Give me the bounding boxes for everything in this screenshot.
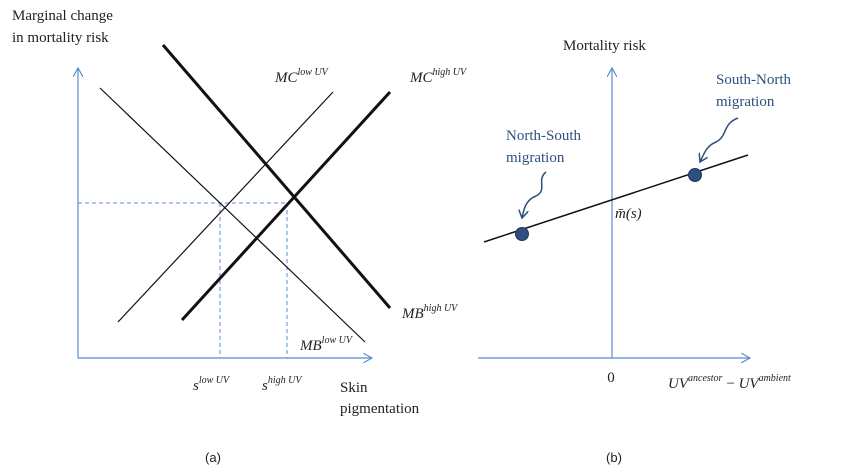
north-south-point xyxy=(515,227,529,241)
annotation: South-North xyxy=(716,72,792,88)
south-north-point xyxy=(688,168,702,182)
annotation: migration xyxy=(716,94,775,110)
caption: (a) xyxy=(205,450,221,465)
curve-label: MChigh UV xyxy=(409,67,468,86)
curve-label: MBlow UV xyxy=(299,335,354,354)
y-axis-label: in mortality risk xyxy=(12,30,109,46)
curve-label: MClow UV xyxy=(274,67,330,86)
annotation: North-South xyxy=(506,128,582,144)
curve-label: MBhigh UV xyxy=(401,303,459,322)
y-axis-label: Marginal change xyxy=(12,8,113,24)
x-marker-label: slow UV xyxy=(193,375,231,394)
x-marker-label: shigh UV xyxy=(262,375,303,394)
panel-b: Mortality risk South-North migration Nor… xyxy=(478,38,792,465)
caption: (b) xyxy=(606,450,622,465)
origin-label: 0 xyxy=(607,370,615,386)
panel-a: Marginal change in mortality risk MClow … xyxy=(12,8,468,465)
x-axis-label: UVancestor − UVambient xyxy=(668,373,791,392)
annotation: migration xyxy=(506,150,565,166)
intercept-label: m̄(s) xyxy=(615,206,642,222)
annotation-arrow xyxy=(700,117,739,162)
x-axis-label: pigmentation xyxy=(340,401,420,417)
annotation-arrow xyxy=(522,171,547,218)
mc-high-curve xyxy=(180,90,392,322)
mortality-line xyxy=(483,154,749,243)
mb-low-curve xyxy=(99,87,366,343)
mc-low-curve xyxy=(117,91,334,323)
x-axis-label: Skin xyxy=(340,380,368,396)
y-axis-label: Mortality risk xyxy=(563,38,646,54)
mb-high-curve xyxy=(161,44,392,309)
